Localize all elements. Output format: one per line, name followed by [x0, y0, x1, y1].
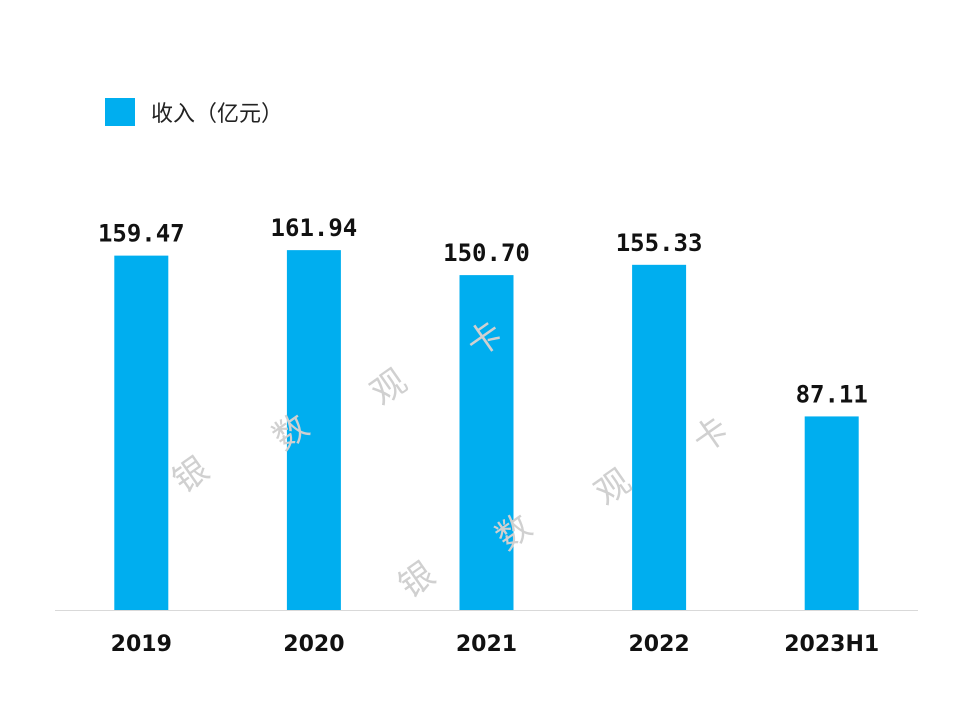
legend-swatch — [105, 98, 135, 126]
bar-2019 — [114, 255, 169, 610]
data-label-2020: 161.94 — [271, 214, 358, 242]
x-tick-label-2023H1: 2023H1 — [784, 632, 879, 657]
legend: 收入（亿元） — [105, 96, 283, 128]
bar-2023H1 — [804, 416, 859, 610]
data-label-2022: 155.33 — [616, 229, 703, 257]
data-label-2019: 159.47 — [98, 220, 185, 248]
x-tick-label-2019: 2019 — [111, 632, 172, 657]
x-tick-label-2022: 2022 — [628, 632, 689, 657]
data-label-2021: 150.70 — [443, 239, 530, 267]
x-tick-label-2021: 2021 — [456, 632, 517, 657]
bar-2020 — [286, 250, 341, 610]
bar-2021 — [459, 275, 514, 610]
data-label-2023H1: 87.11 — [796, 380, 868, 408]
x-tick-label-2020: 2020 — [283, 632, 344, 657]
legend-label: 收入（亿元） — [151, 102, 284, 127]
bar-2022 — [632, 264, 687, 610]
